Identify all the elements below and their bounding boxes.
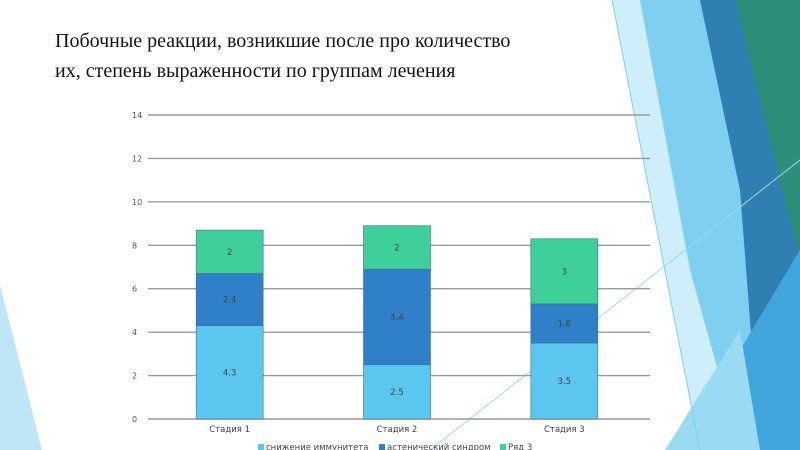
legend-item[interactable]: астенический синдром — [379, 443, 491, 450]
data-label: 1.8 — [558, 319, 572, 329]
legend-swatch — [500, 444, 506, 450]
slide-title-line-1: Побочные реакции, возникшие после про ко… — [55, 30, 511, 52]
deco-line-2 — [429, 159, 800, 450]
x-category-label: Стадия 2 — [377, 425, 418, 435]
y-tick-label: 10 — [132, 198, 142, 207]
data-label: 2.5 — [390, 388, 404, 398]
deco-line-1 — [611, 0, 701, 450]
legend-label: снижение иммунитета — [266, 443, 368, 450]
chart-legend[interactable]: снижение иммунитета астенический синдром Р… — [258, 443, 532, 450]
y-tick-label: 0 — [132, 415, 137, 424]
bar-segment — [530, 342, 599, 420]
data-label: 2 — [227, 248, 232, 258]
legend-label: Ряд 3 — [508, 443, 532, 450]
y-tick-label: 4 — [132, 328, 137, 337]
bar-segment — [363, 364, 431, 420]
legend-item[interactable]: снижение иммунитета — [258, 443, 368, 450]
bar-segment — [530, 238, 599, 305]
legend-swatch — [258, 444, 264, 450]
data-label: 2 — [394, 243, 399, 253]
y-tick-label: 12 — [132, 154, 142, 163]
y-tick-label: 6 — [132, 285, 137, 294]
deco-left-triangle — [0, 285, 42, 450]
bar-segment — [363, 225, 431, 270]
slide-title-line-2: их, степень выраженности по группам лече… — [55, 60, 456, 82]
legend-swatch — [379, 444, 385, 450]
y-tick-label: 2 — [132, 372, 137, 381]
bar-segment — [195, 229, 264, 274]
bar-segment — [195, 325, 264, 420]
data-label: 4.3 — [223, 368, 237, 378]
slide-title: Побочные реакции, возникшие после про ко… — [55, 26, 615, 86]
data-label: 3 — [562, 267, 567, 277]
bar-segment — [363, 268, 431, 366]
data-label: 2.4 — [223, 296, 237, 306]
data-label: 3.5 — [558, 377, 572, 387]
y-tick-label: 14 — [132, 111, 142, 120]
data-label: 4.4 — [390, 313, 404, 323]
bar-segment — [530, 303, 599, 344]
chart-category-labels: Стадия 1 Стадия 2 Стадия 3 — [209, 425, 584, 435]
x-category-label: Стадия 3 — [544, 425, 585, 435]
chart-bars: 4.3 2.4 2 2.5 4.4 2 3.5 1.8 3 — [195, 225, 599, 420]
y-tick-label: 8 — [132, 241, 137, 250]
deco-right-panel-pale — [665, 330, 760, 450]
legend-label: астенический синдром — [387, 443, 491, 450]
deco-right-panel-green — [735, 0, 800, 260]
x-category-label: Стадия 1 — [209, 425, 250, 435]
legend-item[interactable]: Ряд 3 — [500, 443, 532, 450]
